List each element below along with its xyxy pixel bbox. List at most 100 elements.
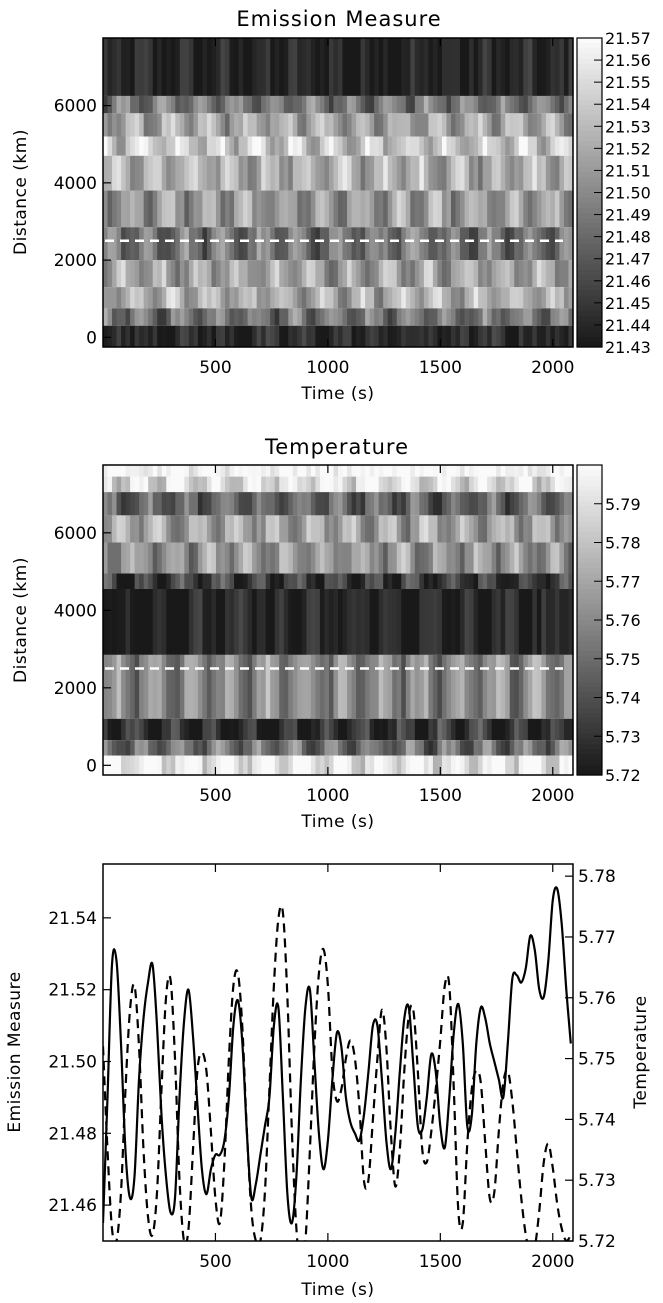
heatmap-cell xyxy=(496,515,502,543)
heatmap-cell xyxy=(270,654,276,719)
heatmap-cell xyxy=(315,308,321,326)
heatmap-cell xyxy=(252,492,258,516)
heatmap-cell xyxy=(256,325,262,347)
heatmap-cell xyxy=(315,654,321,719)
heatmap-cell xyxy=(536,589,542,655)
heatmap-cell xyxy=(234,755,240,776)
heatmap-cell xyxy=(328,155,335,191)
heatmap-cell xyxy=(491,740,497,756)
heatmap-cell xyxy=(170,542,176,574)
heatmap-cell xyxy=(338,718,344,741)
heatmap-cell xyxy=(166,542,172,574)
heatmap-cell xyxy=(247,492,253,516)
heatmap-cell xyxy=(419,654,425,719)
panel2-colorbar: 5.795.785.775.765.755.745.735.72 xyxy=(576,464,641,785)
heatmap-cell xyxy=(270,589,276,655)
heatmap-cell xyxy=(175,476,181,493)
heatmap-cell xyxy=(523,492,529,516)
heatmap-cell xyxy=(301,718,307,741)
colorbar-segment xyxy=(577,79,602,85)
heatmap-cell xyxy=(387,287,393,309)
heatmap-cell xyxy=(301,589,307,655)
heatmap-cell xyxy=(487,260,493,288)
heatmap-cell xyxy=(301,465,307,477)
heatmap-cell xyxy=(279,113,285,137)
heatmap-cell xyxy=(401,38,407,96)
heatmap-cell xyxy=(134,465,140,477)
heatmap-cell xyxy=(229,740,235,756)
heatmap-cell xyxy=(252,740,258,756)
heatmap-cell xyxy=(401,287,407,309)
heatmap-cell xyxy=(324,465,330,477)
colorbar-tick-label: 21.44 xyxy=(605,316,651,335)
heatmap-cell xyxy=(356,190,362,228)
heatmap-cell xyxy=(184,492,190,516)
heatmap-cell xyxy=(378,227,384,261)
heatmap-cell xyxy=(301,287,307,309)
heatmap-cell xyxy=(107,542,113,574)
colorbar-segment xyxy=(577,233,602,240)
heatmap-cell xyxy=(206,287,213,309)
heatmap-cell xyxy=(536,38,542,96)
heatmap-cell xyxy=(554,542,561,574)
heatmap-cell xyxy=(351,654,357,719)
heatmap-cell xyxy=(523,465,529,477)
heatmap-cell xyxy=(387,325,393,347)
heatmap-cell xyxy=(148,95,154,114)
heatmap-cell xyxy=(478,287,484,309)
heatmap-cell xyxy=(175,308,181,326)
colorbar-segment xyxy=(577,110,602,116)
heatmap-cell xyxy=(297,542,303,574)
heatmap-cell xyxy=(342,476,348,493)
heatmap-cell xyxy=(500,95,506,114)
heatmap-cell xyxy=(554,465,561,477)
heatmap-cell xyxy=(166,38,172,96)
heatmap-cell xyxy=(518,308,524,326)
heatmap-cell xyxy=(288,755,294,776)
heatmap-cell xyxy=(170,95,176,114)
heatmap-cell xyxy=(360,95,366,114)
heatmap-cell xyxy=(428,190,434,228)
heatmap-cell xyxy=(234,155,240,191)
heatmap-cell xyxy=(148,308,154,326)
heatmap-cell xyxy=(514,325,520,347)
heatmap-cell xyxy=(464,476,470,493)
heatmap-cell xyxy=(387,136,393,156)
heatmap-cell xyxy=(518,740,524,756)
heatmap-cell xyxy=(392,465,398,477)
heatmap-cell xyxy=(116,476,122,493)
heatmap-cell xyxy=(103,287,109,309)
heatmap-cell xyxy=(328,755,335,776)
heatmap-cell xyxy=(297,755,303,776)
heatmap-cell xyxy=(460,95,466,114)
heatmap-cell xyxy=(261,308,267,326)
heatmap-cell xyxy=(238,95,244,114)
heatmap-cell xyxy=(166,136,172,156)
heatmap-cell xyxy=(392,190,398,228)
colorbar-segment xyxy=(577,687,602,693)
heatmap-cell xyxy=(365,95,371,114)
heatmap-cell xyxy=(532,542,538,574)
y2-tick-label: 5.72 xyxy=(578,1232,616,1252)
heatmap-cell xyxy=(383,325,389,347)
heatmap-cell xyxy=(315,476,321,493)
heatmap-cell xyxy=(333,476,339,493)
heatmap-cell xyxy=(175,260,181,288)
heatmap-cell xyxy=(215,718,222,741)
heatmap-cell xyxy=(297,227,303,261)
heatmap-cell xyxy=(333,260,339,288)
heatmap-cell xyxy=(378,573,384,589)
heatmap-cell xyxy=(455,38,461,96)
heatmap-cell xyxy=(288,95,294,114)
heatmap-cell xyxy=(482,260,488,288)
heatmap-cell xyxy=(500,755,506,776)
heatmap-cell xyxy=(428,465,434,477)
heatmap-cell xyxy=(220,95,226,114)
panel1-frame xyxy=(102,37,574,348)
heatmap-cell xyxy=(125,227,131,261)
heatmap-cell xyxy=(297,287,303,309)
heatmap-cell xyxy=(297,190,303,228)
colorbar-segment xyxy=(577,264,602,271)
heatmap-cell xyxy=(536,136,542,156)
colorbar-segment xyxy=(577,744,602,750)
